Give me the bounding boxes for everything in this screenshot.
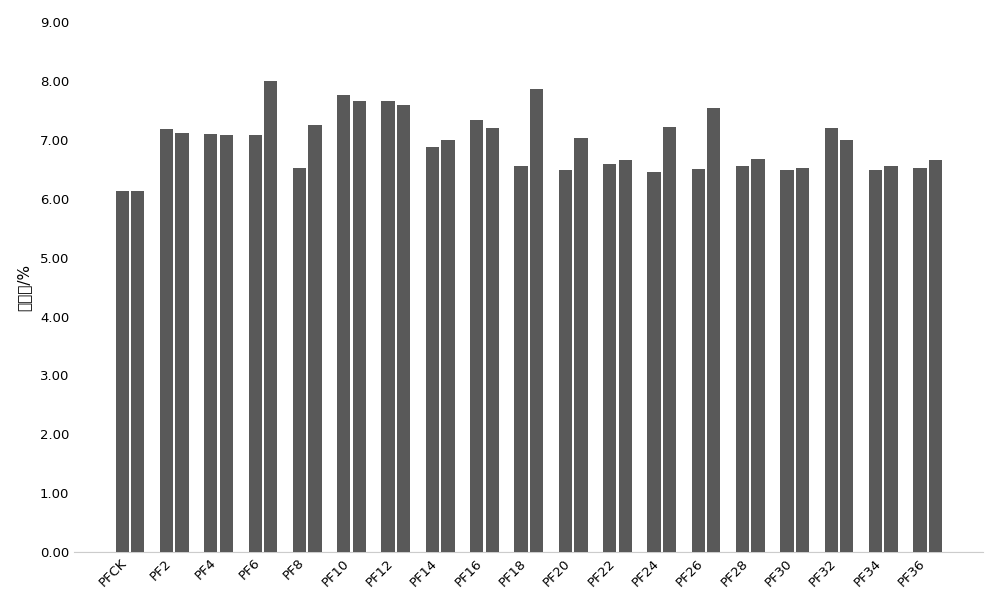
Bar [707, 108, 720, 553]
Bar [337, 95, 350, 553]
Bar [426, 147, 439, 553]
Bar [736, 166, 749, 553]
Bar [796, 168, 809, 553]
Bar [397, 105, 410, 553]
Bar [249, 135, 262, 553]
Bar [220, 135, 233, 553]
Bar [825, 128, 838, 553]
Bar [381, 101, 395, 553]
Bar [929, 160, 942, 553]
Bar [619, 160, 632, 553]
Bar [308, 125, 322, 553]
Bar [840, 139, 853, 553]
Bar [780, 170, 794, 553]
Bar [559, 170, 572, 553]
Bar [116, 191, 129, 553]
Bar [160, 129, 173, 553]
Bar [131, 191, 144, 553]
Bar [293, 168, 306, 553]
Bar [751, 159, 765, 553]
Bar [514, 166, 528, 553]
Bar [913, 168, 927, 553]
Bar [884, 166, 898, 553]
Bar [264, 81, 277, 553]
Bar [574, 138, 588, 553]
Bar [353, 101, 366, 553]
Bar [692, 169, 705, 553]
Bar [470, 120, 483, 553]
Bar [175, 133, 189, 553]
Bar [663, 127, 676, 553]
Bar [869, 170, 882, 553]
Bar [204, 134, 217, 553]
Bar [486, 128, 499, 553]
Bar [647, 172, 661, 553]
Bar [530, 90, 543, 553]
Y-axis label: 总灰分/%: 总灰分/% [17, 264, 32, 311]
Bar [441, 139, 455, 553]
Bar [603, 164, 616, 553]
